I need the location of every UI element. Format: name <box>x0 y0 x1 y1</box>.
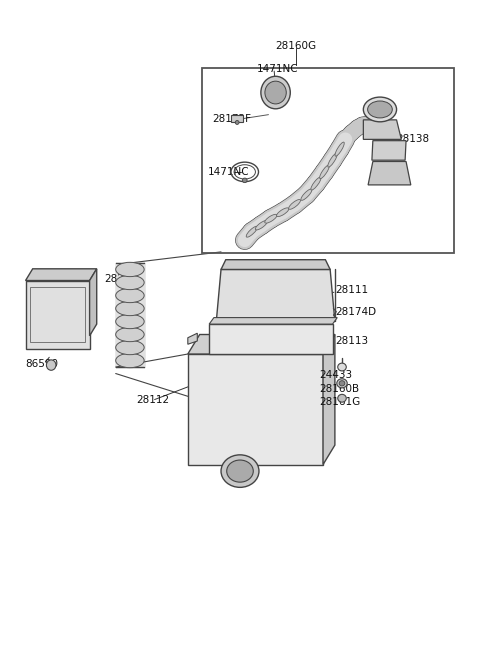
Text: 28210: 28210 <box>104 274 137 284</box>
Ellipse shape <box>320 165 329 178</box>
Ellipse shape <box>311 177 321 190</box>
Ellipse shape <box>328 154 337 167</box>
Ellipse shape <box>116 276 144 289</box>
Text: 28160B: 28160B <box>320 384 360 394</box>
Text: 28172F: 28172F <box>213 113 252 123</box>
Text: 28112: 28112 <box>137 394 170 405</box>
Ellipse shape <box>116 301 144 316</box>
Text: 1471NC: 1471NC <box>257 64 298 74</box>
Ellipse shape <box>368 101 392 118</box>
Ellipse shape <box>116 340 144 355</box>
Ellipse shape <box>335 142 344 156</box>
Ellipse shape <box>246 226 257 237</box>
Polygon shape <box>363 120 401 139</box>
Text: 28160G: 28160G <box>276 41 317 51</box>
Ellipse shape <box>116 327 144 342</box>
Ellipse shape <box>227 460 253 482</box>
Text: 1471NC: 1471NC <box>208 167 250 177</box>
Ellipse shape <box>116 262 144 277</box>
Ellipse shape <box>276 208 289 216</box>
Text: 86590: 86590 <box>25 359 59 369</box>
Polygon shape <box>323 335 335 464</box>
Text: 28138: 28138 <box>396 134 430 144</box>
Text: 28213A: 28213A <box>25 282 66 292</box>
Ellipse shape <box>116 289 144 302</box>
Text: 28113: 28113 <box>335 336 368 346</box>
Polygon shape <box>209 324 333 354</box>
Ellipse shape <box>116 314 144 329</box>
Ellipse shape <box>265 81 286 104</box>
Polygon shape <box>25 281 90 349</box>
Ellipse shape <box>221 455 259 487</box>
Ellipse shape <box>338 363 346 371</box>
Polygon shape <box>188 354 323 464</box>
Polygon shape <box>188 335 335 354</box>
Ellipse shape <box>338 394 346 402</box>
Polygon shape <box>209 318 337 324</box>
Ellipse shape <box>363 97 396 122</box>
Polygon shape <box>372 140 406 160</box>
Polygon shape <box>368 161 411 185</box>
Ellipse shape <box>242 178 247 182</box>
Ellipse shape <box>116 354 144 367</box>
Bar <box>202 68 454 253</box>
Polygon shape <box>216 270 335 321</box>
Ellipse shape <box>337 379 347 388</box>
Ellipse shape <box>255 220 267 230</box>
Bar <box>30 287 85 342</box>
Polygon shape <box>90 269 96 336</box>
Ellipse shape <box>47 360 56 370</box>
Ellipse shape <box>339 380 345 386</box>
Ellipse shape <box>288 199 300 209</box>
Text: 24433: 24433 <box>320 370 353 380</box>
Polygon shape <box>188 333 197 344</box>
Ellipse shape <box>235 121 239 125</box>
Polygon shape <box>221 260 330 270</box>
Ellipse shape <box>301 189 312 200</box>
Polygon shape <box>25 269 96 281</box>
Text: 28111: 28111 <box>335 285 368 295</box>
Text: 28174D: 28174D <box>335 308 376 318</box>
Ellipse shape <box>261 76 290 109</box>
Bar <box>231 115 243 122</box>
Ellipse shape <box>265 215 277 223</box>
Text: 28161G: 28161G <box>320 397 361 407</box>
